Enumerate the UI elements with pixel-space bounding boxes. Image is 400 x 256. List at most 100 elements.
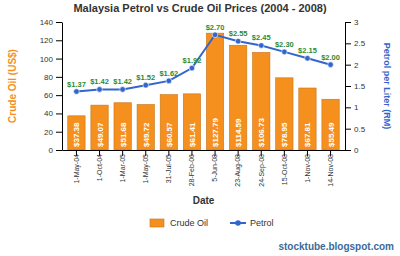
legend-label: Petrol: [250, 218, 274, 228]
x-tick-label: 1-Mar-05: [119, 154, 126, 183]
point: [305, 55, 311, 61]
y2-tick-mark: [345, 107, 351, 108]
point-label: $2.70: [206, 23, 225, 32]
point-label: $1.92: [183, 56, 202, 65]
bar: [68, 116, 85, 150]
x-tick: 31-Jul-05: [165, 150, 172, 183]
y2-tick-mark: [345, 43, 351, 44]
y2-tick-label: 0.5: [354, 125, 366, 134]
y-tick-mark: [56, 113, 62, 114]
y-tick-label: 80: [44, 73, 53, 82]
y-tick-label: 20: [44, 128, 53, 137]
y-tick: 140: [40, 18, 62, 27]
y2-tick-mark: [345, 22, 351, 23]
x-tick: 15-Oct-08: [281, 150, 288, 185]
annotation: stocktube.blogspot.com: [278, 241, 394, 252]
bar: [137, 105, 154, 150]
y-tick-mark: [56, 95, 62, 96]
y2-tick: 0.5: [345, 125, 366, 134]
bar-label: $106.73: [257, 118, 266, 147]
y2-tick-label: 1: [354, 103, 359, 112]
point-label: $1.42: [90, 77, 109, 86]
point: [212, 32, 218, 38]
point: [328, 62, 334, 68]
bar-label: $49.72: [142, 122, 151, 147]
bar-label: $61.41: [188, 122, 197, 147]
plot-marks: [68, 32, 339, 150]
x-tick: 1-May-05: [142, 150, 150, 184]
bar: [253, 52, 270, 150]
point: [166, 78, 172, 84]
y2-tick-label: 1.5: [354, 82, 366, 91]
bar-label: $67.81: [303, 122, 312, 147]
legend-marker: [235, 220, 241, 226]
y-tick-mark: [56, 40, 62, 41]
y-axis-title: Crude Oil (US$): [7, 49, 18, 123]
x-tick-label: 1-Oct-04: [96, 154, 103, 181]
bar: [206, 33, 223, 150]
bar-label: $49.07: [96, 122, 105, 147]
y2-tick-mark: [345, 86, 351, 87]
x-tick: 5-Jun-08: [211, 150, 218, 182]
y-tick: 0: [49, 146, 62, 155]
y-tick-mark: [56, 150, 62, 151]
y-tick-mark: [56, 59, 62, 60]
y2-tick-label: 3: [354, 18, 359, 27]
y-tick-label: 140: [40, 18, 54, 27]
point-label: $2.55: [229, 29, 248, 38]
bar: [229, 45, 246, 150]
line: [76, 35, 330, 92]
y-tick: 20: [44, 128, 62, 137]
x-tick-label: 1-May-04: [73, 154, 81, 184]
x-tick-label: 14-Nov-08: [327, 154, 334, 187]
y-axis-line: [62, 23, 63, 151]
point: [120, 87, 126, 93]
y-tick-label: 40: [44, 109, 53, 118]
x-tick: 1-Oct-04: [96, 150, 103, 181]
x-tick: 14-Nov-08: [327, 150, 334, 187]
x-tick-label: 5-Jun-08: [211, 154, 218, 182]
y-tick: 100: [40, 55, 62, 64]
y-tick-mark: [56, 77, 62, 78]
y2-tick: 1.5: [345, 82, 366, 91]
point-label: $2.30: [275, 40, 294, 49]
bar: [322, 99, 339, 150]
y-axis: 0 20 40 60 80 100 120 140: [40, 18, 63, 155]
y2-tick-mark: [345, 150, 351, 151]
y-tick: 60: [44, 91, 62, 100]
point: [258, 43, 264, 49]
bar: [183, 94, 200, 150]
x-tick-label: 24-Sep-08: [257, 154, 265, 187]
title: Malaysia Petrol vs Crude Oil Prices (200…: [73, 2, 326, 14]
bar-label: $55.49: [327, 122, 336, 147]
x-tick: 1-Nov-08: [304, 150, 311, 183]
legend: Crude OilPetrol: [150, 218, 274, 228]
bar: [114, 103, 131, 150]
point-label: $2.00: [321, 53, 340, 62]
bar-label: $51.68: [119, 122, 128, 147]
y2-tick-mark: [345, 65, 351, 66]
bar-label: $37.38: [72, 122, 81, 147]
bar: [299, 88, 316, 150]
x-tick-label: 23-Aug-08: [234, 154, 242, 187]
y2-tick-label: 0: [354, 146, 359, 155]
x-tick-label: 1-Nov-08: [304, 154, 311, 183]
point: [143, 82, 149, 88]
y-tick-mark: [56, 132, 62, 133]
bar: [91, 105, 108, 150]
x-tick: 24-Sep-08: [257, 150, 265, 187]
y-tick-label: 120: [40, 36, 54, 45]
x-axis: 1-May-04 1-Oct-04 1-Mar-05 1-May-05 31-Jul-0…: [63, 150, 346, 187]
bar: [276, 78, 293, 150]
point-label: $1.37: [67, 80, 86, 89]
y2-axis-title: Petrol per Liter (RM): [382, 43, 392, 130]
bar: [160, 95, 177, 150]
y2-tick-mark: [345, 129, 351, 130]
x-axis-title: Date: [193, 195, 215, 206]
y2-tick: 0: [345, 146, 359, 155]
x-axis-line: [63, 150, 346, 151]
data-labels: $37.38$49.07$51.68$49.72$60.57$61.41$127…: [67, 23, 340, 147]
y-tick-label: 100: [40, 55, 54, 64]
x-tick-label: 28-Feb-06: [188, 154, 195, 186]
point: [74, 89, 80, 95]
